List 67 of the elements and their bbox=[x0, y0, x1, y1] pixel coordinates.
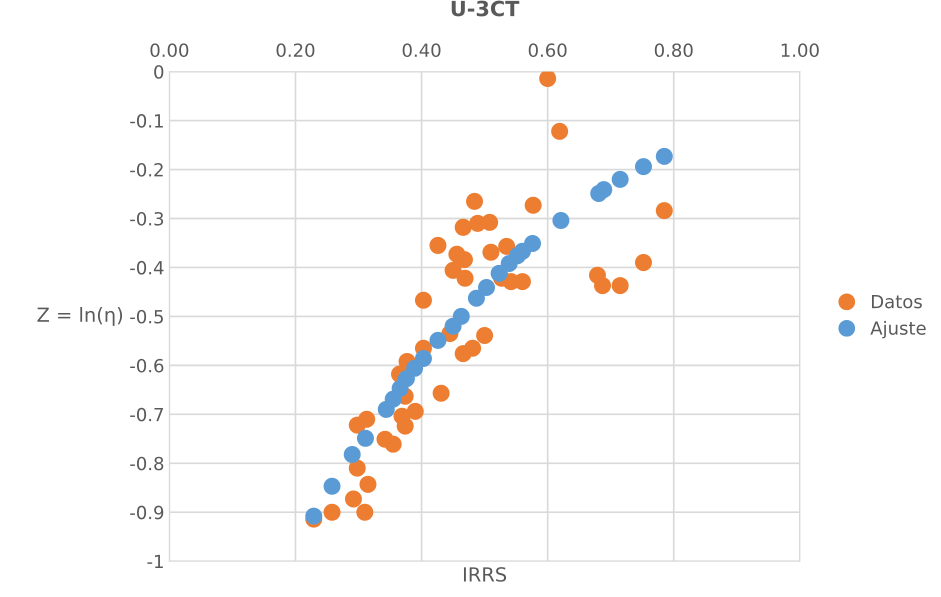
point bbox=[476, 326, 494, 344]
x-tick-label: 1.00 bbox=[782, 43, 819, 58]
point bbox=[612, 277, 629, 294]
point bbox=[552, 212, 570, 229]
point bbox=[429, 236, 446, 254]
y-tick-label: -0.5 bbox=[130, 310, 163, 324]
y-tick-label: -0.1 bbox=[130, 114, 163, 128]
y-tick-label: 0 bbox=[154, 65, 164, 79]
x-tick-label: 0.40 bbox=[402, 43, 440, 58]
point bbox=[551, 122, 568, 140]
point bbox=[324, 478, 341, 495]
y-tick-label: -0.7 bbox=[130, 408, 163, 422]
point bbox=[452, 308, 470, 325]
point bbox=[524, 196, 542, 214]
point bbox=[478, 279, 496, 296]
point bbox=[656, 148, 673, 165]
point bbox=[634, 158, 652, 176]
y-tick-label: -0.8 bbox=[130, 456, 164, 470]
point bbox=[414, 350, 432, 368]
point bbox=[384, 436, 402, 453]
point bbox=[444, 262, 462, 279]
point bbox=[656, 202, 673, 220]
x-tick-label: 0.60 bbox=[528, 43, 567, 58]
point bbox=[594, 277, 612, 294]
legend-label: Ajuste bbox=[870, 320, 926, 338]
y-axis-title: Z = ln(η) bbox=[37, 307, 122, 326]
point bbox=[454, 218, 472, 236]
y-tick-label: -0.4 bbox=[130, 260, 164, 275]
y-tick-label: -1 bbox=[147, 554, 163, 568]
point bbox=[482, 244, 500, 261]
y-tick-label: -0.6 bbox=[130, 358, 164, 372]
point bbox=[344, 490, 362, 508]
point bbox=[406, 402, 424, 420]
x-axis-title: IRRS bbox=[464, 567, 506, 582]
point bbox=[466, 192, 484, 210]
legend-label: Datos bbox=[872, 294, 922, 308]
point bbox=[396, 418, 414, 435]
point bbox=[634, 254, 652, 272]
point bbox=[524, 234, 542, 252]
point bbox=[539, 72, 556, 87]
point bbox=[481, 214, 498, 231]
point bbox=[324, 504, 341, 521]
point bbox=[344, 446, 361, 463]
point bbox=[595, 181, 612, 198]
chart-title: U-3CT bbox=[452, 0, 520, 16]
point bbox=[305, 508, 322, 525]
point bbox=[456, 270, 474, 287]
point bbox=[414, 292, 432, 309]
y-tick-label: -0.9 bbox=[130, 506, 164, 520]
point bbox=[456, 251, 473, 268]
y-tick-label: -0.2 bbox=[130, 163, 163, 177]
point bbox=[356, 430, 374, 447]
point bbox=[432, 384, 450, 402]
point bbox=[490, 264, 508, 282]
point bbox=[359, 476, 376, 493]
point bbox=[454, 345, 472, 362]
point bbox=[348, 460, 366, 477]
point bbox=[356, 504, 374, 521]
x-tick-label: 0.80 bbox=[654, 43, 693, 58]
x-tick-label: 0.20 bbox=[276, 43, 314, 58]
point bbox=[612, 170, 629, 188]
point bbox=[348, 416, 366, 434]
y-tick-label: -0.3 bbox=[130, 212, 164, 226]
x-tick-label: 0.00 bbox=[150, 43, 188, 58]
point bbox=[429, 332, 446, 349]
point bbox=[498, 238, 516, 255]
point bbox=[468, 290, 485, 307]
